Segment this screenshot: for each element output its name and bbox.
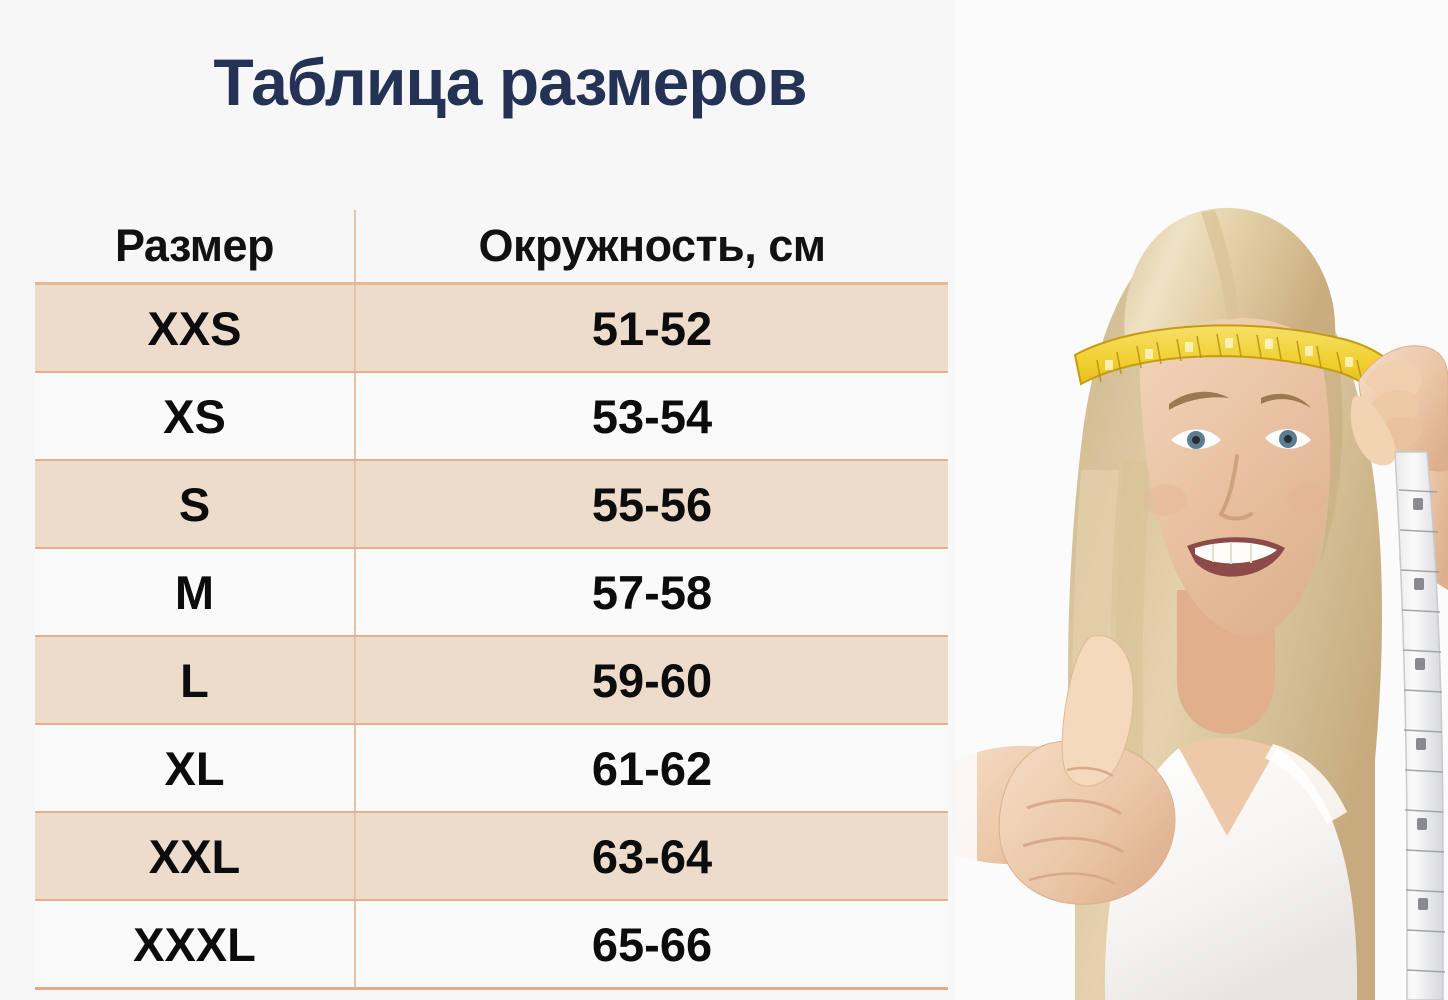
shoulder-strap-right xyxy=(1265,744,1347,824)
column-header-circumference: Окружность, см xyxy=(355,210,948,285)
table-row: XXXL 65-66 xyxy=(35,900,948,990)
cell-circumference: 59-60 xyxy=(355,636,948,725)
cell-size: S xyxy=(35,460,356,549)
cell-circumference: 51-52 xyxy=(355,283,948,373)
cell-circumference: 61-62 xyxy=(355,724,948,813)
cell-size: L xyxy=(35,636,356,725)
table-row: XS 53-54 xyxy=(35,372,948,461)
table-header: Размер Окружность, см xyxy=(35,210,948,285)
cell-size: M xyxy=(35,548,356,637)
hair-part xyxy=(1201,210,1239,320)
woman-measuring-head-illustration xyxy=(955,0,1448,1000)
table-row: M 57-58 xyxy=(35,548,948,637)
thumbs-up-hand xyxy=(955,634,1176,905)
cell-circumference: 65-66 xyxy=(355,900,948,990)
hanging-tape-measure xyxy=(1394,451,1446,1000)
page-title: Таблица размеров xyxy=(213,45,807,119)
eyebrow-right xyxy=(1261,393,1311,408)
table-header-row: Размер Окружность, см xyxy=(35,210,948,285)
table-body: XXS 51-52 XS 53-54 S 55-56 M 57-58 L 5 xyxy=(35,283,948,990)
cell-circumference: 55-56 xyxy=(355,460,948,549)
cell-circumference: 53-54 xyxy=(355,372,948,461)
table-row: XXS 51-52 xyxy=(35,283,948,373)
nose xyxy=(1218,454,1253,521)
table-row: XL 61-62 xyxy=(35,724,948,813)
table-row: L 59-60 xyxy=(35,636,948,725)
hair-side-right xyxy=(1315,330,1343,560)
cell-size: XL xyxy=(35,724,356,813)
size-table: Размер Окружность, см XXS 51-52 XS 53-54… xyxy=(35,210,948,990)
eye-left xyxy=(1171,429,1221,449)
cheek-right xyxy=(1287,483,1327,513)
cell-circumference: 63-64 xyxy=(355,812,948,901)
measuring-tape-head-photo xyxy=(955,0,1448,1000)
chest-skin xyxy=(1179,738,1277,836)
size-table-container: Размер Окружность, см XXS 51-52 XS 53-54… xyxy=(35,210,948,990)
eye-right xyxy=(1265,429,1311,449)
cheek-left xyxy=(1143,484,1187,516)
eyebrow-left xyxy=(1169,391,1229,410)
cell-size: XS xyxy=(35,372,356,461)
cell-size: XXS xyxy=(35,283,356,373)
mouth xyxy=(1187,537,1285,577)
column-header-size: Размер xyxy=(35,210,356,285)
table-row: XXL 63-64 xyxy=(35,812,948,901)
cell-circumference: 57-58 xyxy=(355,548,948,637)
cell-size: XXXL xyxy=(35,900,356,990)
cell-size: XXL xyxy=(35,812,356,901)
table-row: S 55-56 xyxy=(35,460,948,549)
